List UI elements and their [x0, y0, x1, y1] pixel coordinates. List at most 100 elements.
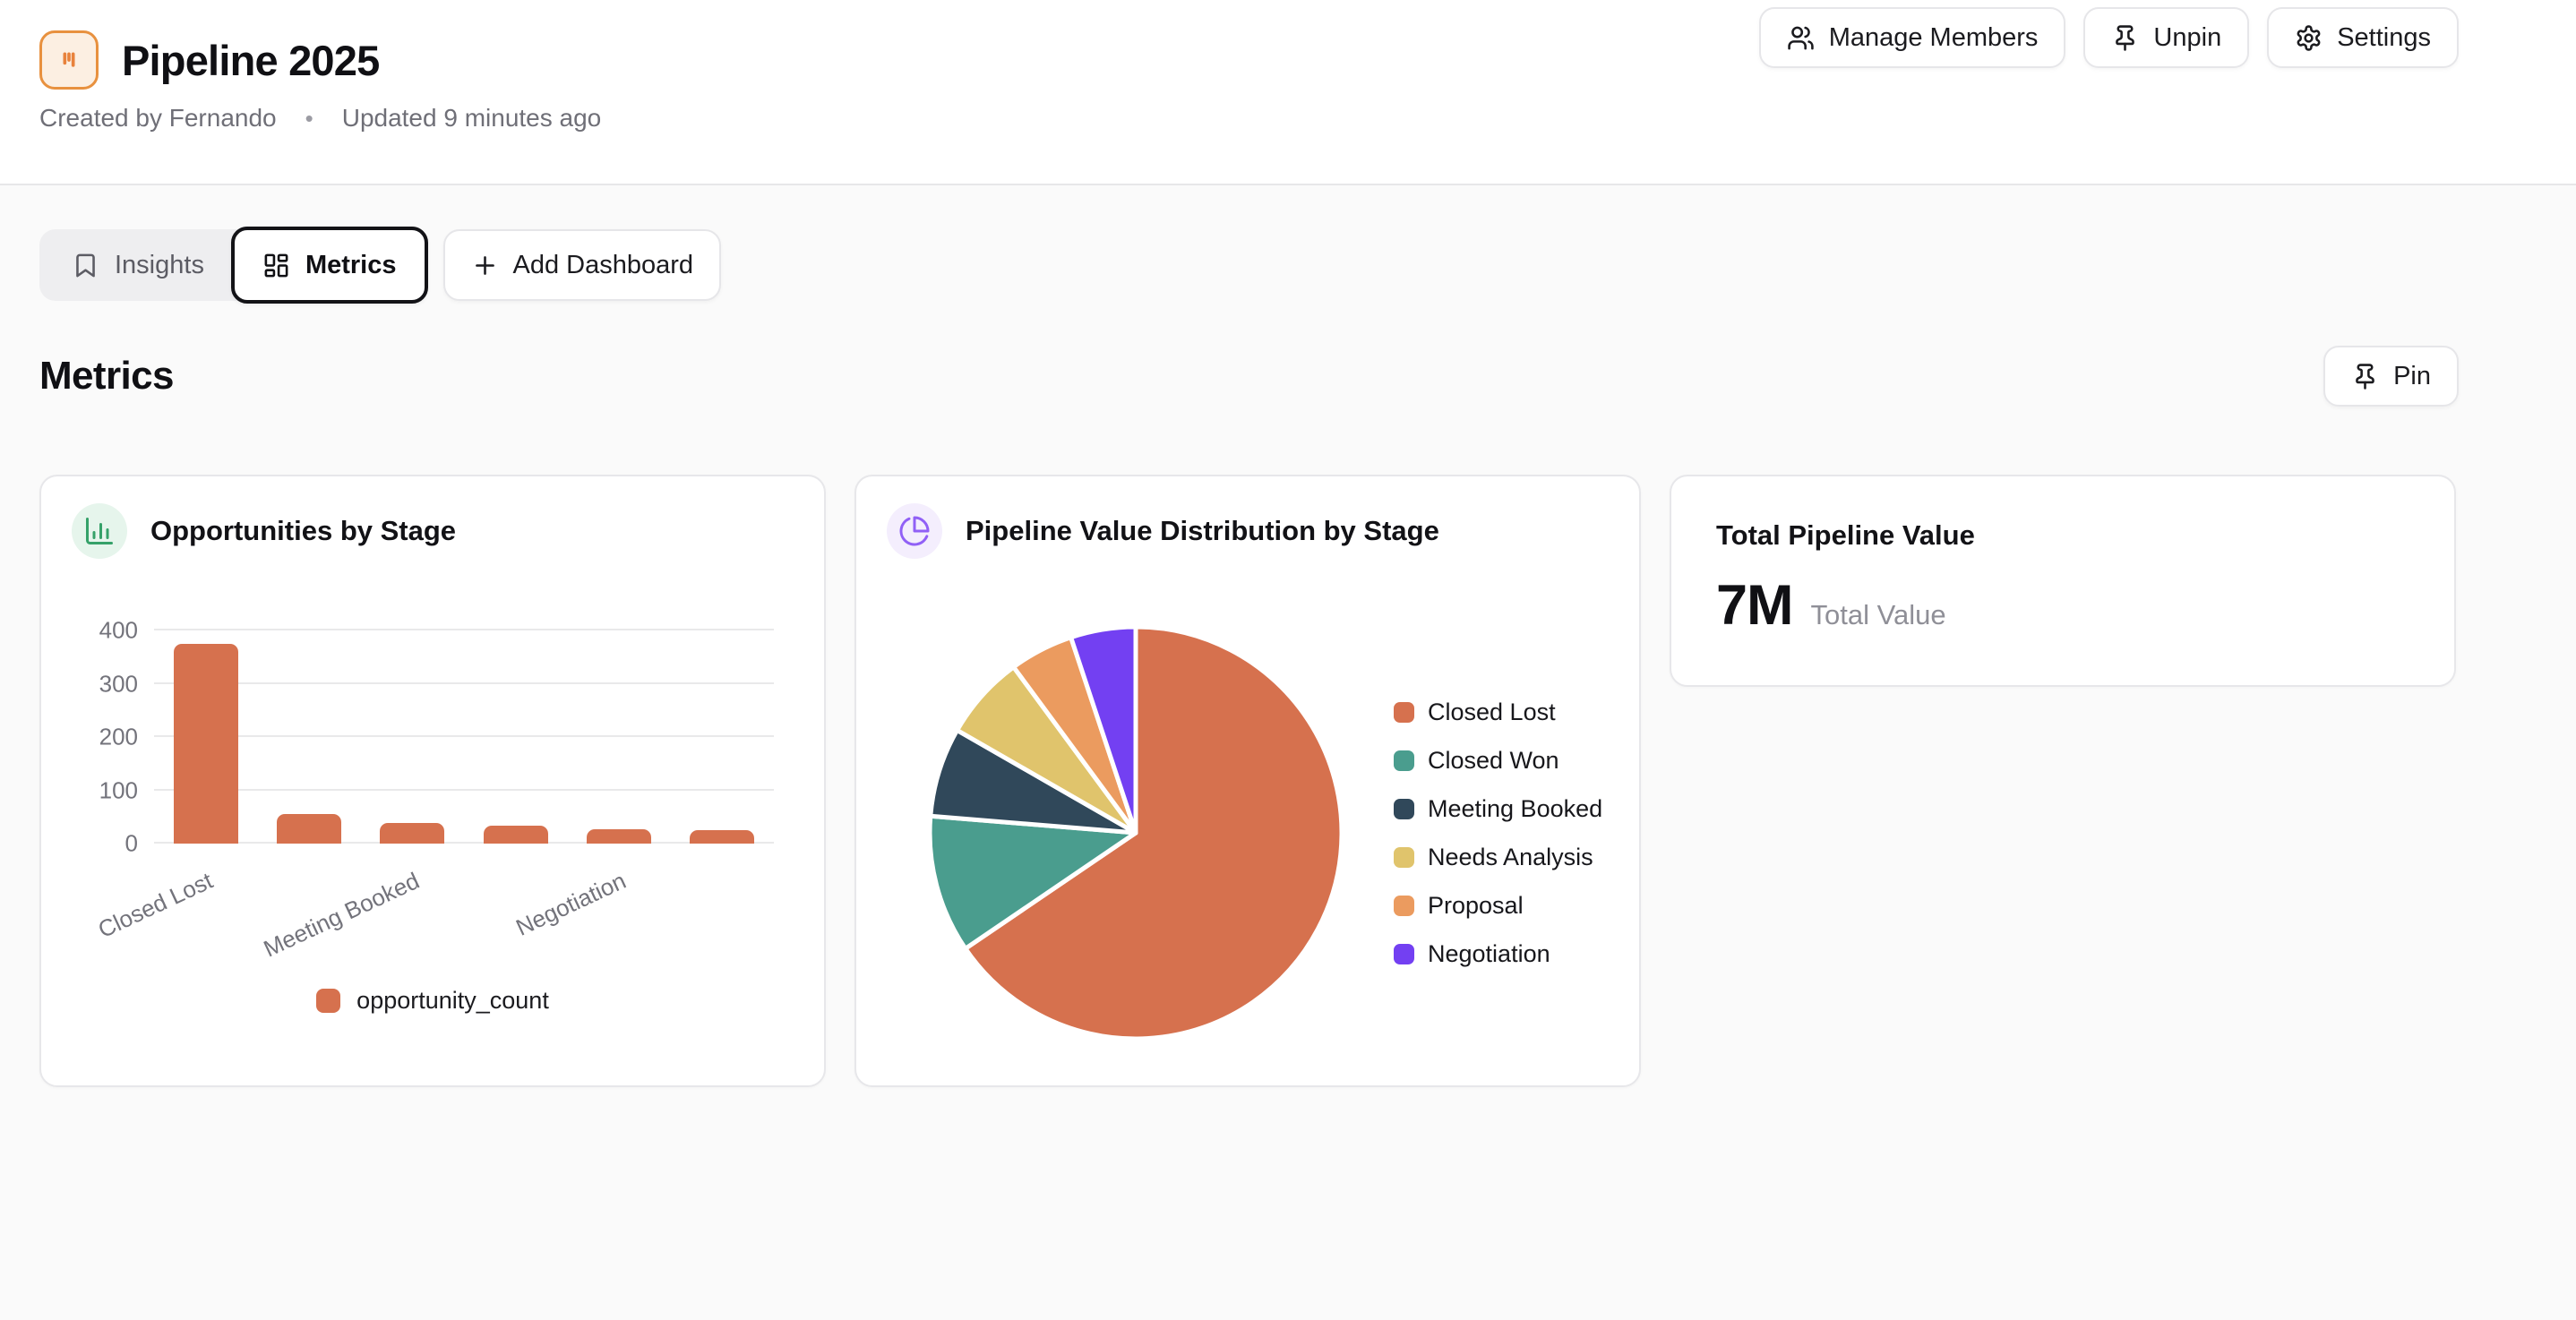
pie-legend-item: Needs Analysis [1394, 844, 1602, 870]
page-title: Pipeline 2025 [122, 36, 380, 84]
tab-group: Insights Metrics [39, 227, 428, 304]
pie-slice [927, 813, 1138, 951]
bar-slot [257, 630, 360, 844]
bar-slot [361, 630, 464, 844]
bar-chart-plot: 0 100 200 300 400 [99, 617, 774, 857]
bookmark-icon [76, 253, 95, 277]
total-value-label: Total Value [1810, 599, 1946, 630]
pie-legend-chip [1394, 750, 1414, 771]
bar-slot [671, 630, 774, 844]
updated-text: Updated 9 minutes ago [341, 104, 602, 132]
total-value: 7M [1716, 574, 1794, 637]
y-tick-label: 200 [99, 723, 138, 750]
tab-metrics[interactable]: Metrics [230, 227, 428, 304]
pie-legend-item: Negotiation [1394, 940, 1602, 967]
pie-legend-label: Negotiation [1428, 940, 1550, 967]
dashboard-grid-icon [264, 253, 288, 277]
pie-legend-label: Meeting Booked [1428, 795, 1603, 822]
users-icon [1787, 26, 1814, 49]
card-title: Pipeline Value Distribution by Stage [966, 515, 1439, 546]
y-tick-label: 100 [99, 776, 138, 803]
bar-slot [567, 630, 670, 844]
legend-chip [316, 989, 341, 1013]
tab-metrics-label: Metrics [305, 250, 397, 279]
pipeline-distribution-card: Pipeline Value Distribution by Stage Clo… [854, 475, 1641, 1087]
pie-legend-item: Closed Won [1394, 747, 1602, 774]
bar [380, 823, 445, 844]
page-header: Pipeline 2025 Created by Fernando • Upda… [0, 0, 2576, 185]
pie-legend-label: Closed Lost [1428, 699, 1556, 725]
add-dashboard-label: Add Dashboard [512, 250, 694, 279]
pie-legend-label: Closed Won [1428, 747, 1559, 774]
bar-slot [154, 630, 257, 844]
gridline [154, 842, 774, 844]
pin-button[interactable]: Pin [2323, 346, 2459, 407]
y-tick-label: 300 [99, 670, 138, 697]
pie-chart-icon-badge [887, 503, 942, 559]
gridline [154, 681, 774, 684]
legend-label: opportunity_count [356, 987, 549, 1014]
pie-legend-item: Proposal [1394, 892, 1602, 919]
pie-slice [1069, 624, 1138, 836]
x-tick-label: Negotiation [511, 867, 631, 941]
tab-insights-label: Insights [115, 250, 204, 279]
y-tick-label: 400 [99, 616, 138, 644]
dot-separator: • [305, 104, 313, 132]
gridline [154, 788, 774, 791]
bar-chart-xlabels: Closed Lost Meeting Booked Negotiation [94, 844, 774, 985]
plus-icon [475, 255, 494, 275]
created-by-text: Created by Fernando [39, 104, 277, 132]
pie-legend-item: Closed Lost [1394, 699, 1602, 725]
settings-label: Settings [2337, 22, 2431, 52]
bar-chart-icon-badge [72, 503, 127, 559]
bar [586, 828, 651, 844]
card-title: Opportunities by Stage [150, 515, 457, 546]
pie-chart-legend: Closed Lost Closed Won Meeting Booked Needs… [1394, 699, 1603, 967]
pie-legend-label: Proposal [1428, 892, 1524, 919]
bar [690, 830, 755, 844]
pie-legend-chip [1394, 847, 1414, 868]
tab-insights[interactable]: Insights [39, 229, 236, 301]
pie-legend-chip [1394, 702, 1414, 723]
unpin-label: Unpin [2153, 22, 2222, 52]
pie-legend-chip [1394, 944, 1414, 964]
section-title: Metrics [39, 354, 174, 398]
pie-legend-chip [1394, 799, 1414, 819]
main-content: Insights Metrics Add Dashboard Metrics [39, 227, 2459, 1087]
pie-legend-item: Meeting Booked [1394, 795, 1603, 822]
bars [154, 630, 774, 844]
gridline [154, 629, 774, 630]
pin-label: Pin [2393, 361, 2431, 390]
dashboard-tabs: Insights Metrics Add Dashboard [39, 227, 2459, 304]
bar-slot [464, 630, 567, 844]
pie-legend-label: Needs Analysis [1428, 844, 1593, 870]
dashboard-app-icon [39, 30, 99, 90]
total-pipeline-value-card: Total Pipeline Value 7M Total Value [1670, 475, 2456, 687]
bar [483, 826, 548, 844]
pie-chart [927, 624, 1344, 1041]
manage-members-button[interactable]: Manage Members [1758, 7, 2066, 68]
pie-chart-icon [899, 516, 930, 546]
y-tick-label: 0 [125, 829, 138, 857]
page-subtitle: Created by Fernando • Updated 9 minutes … [39, 104, 2459, 133]
columns-glyph-icon [63, 52, 75, 67]
bar [276, 814, 341, 844]
total-card-title: Total Pipeline Value [1716, 519, 1975, 551]
pie-slice [963, 624, 1344, 1041]
pie-legend-chip [1394, 896, 1414, 916]
x-tick-label: Closed Lost [94, 867, 218, 944]
bar [173, 643, 238, 844]
bar-chart-icon [86, 518, 113, 544]
header-actions: Manage Members Unpin Settings [1758, 7, 2459, 68]
manage-members-label: Manage Members [1828, 22, 2039, 52]
pin-icon [2356, 363, 2374, 390]
pin-icon [2116, 24, 2135, 51]
x-tick-label: Meeting Booked [260, 867, 425, 963]
settings-button[interactable]: Settings [2267, 7, 2459, 68]
add-dashboard-button[interactable]: Add Dashboard [442, 229, 722, 301]
gridline [154, 735, 774, 737]
bar-chart-legend: opportunity_count [41, 987, 824, 1015]
unpin-button[interactable]: Unpin [2083, 7, 2250, 68]
opportunities-by-stage-card: Opportunities by Stage 0 100 200 300 400 Clo… [39, 475, 826, 1087]
gear-icon [2297, 24, 2321, 51]
